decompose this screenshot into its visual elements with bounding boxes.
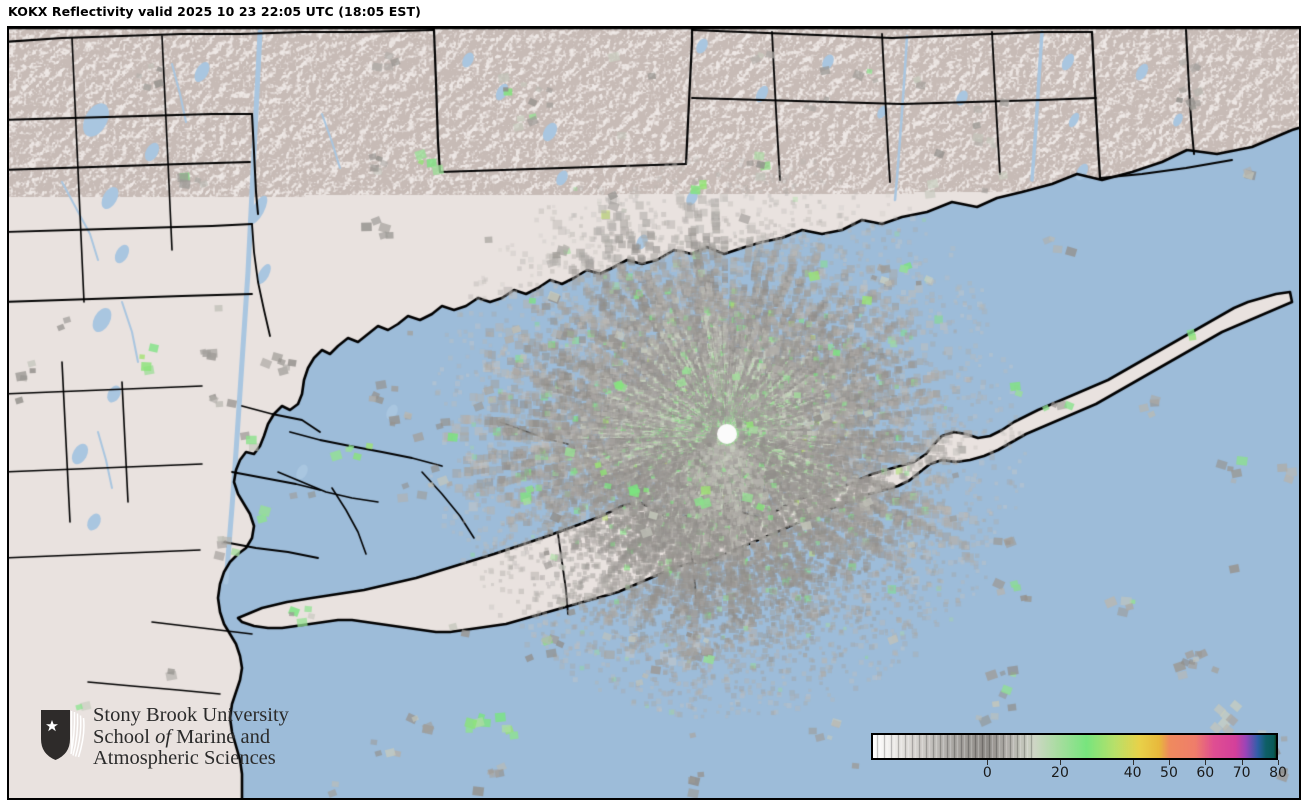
stony-brook-somas-logo: Stony Brook University School of Marine …	[40, 704, 310, 791]
radar-map-canvas[interactable]	[9, 28, 1299, 798]
title-bar: KOKX Reflectivity valid 2025 10 23 22:05…	[0, 0, 1316, 26]
page-title: KOKX Reflectivity valid 2025 10 23 22:05…	[8, 4, 421, 19]
logo-line-2-italic: of	[155, 725, 172, 748]
radar-map-frame[interactable]	[7, 26, 1301, 800]
logo-line-3: Atmospheric Sciences	[93, 747, 276, 770]
logo-line-1: Stony Brook University	[93, 704, 289, 726]
logo-line-2-pre: School	[93, 725, 156, 748]
logo-line-2-post: Marine and	[171, 725, 271, 748]
logo-line-2: School of Marine and	[93, 725, 289, 749]
reflectivity-colorbar	[871, 733, 1278, 760]
colorbar-gradient	[873, 735, 1276, 758]
shield-icon	[41, 710, 85, 760]
logo-text-block: Stony Brook University School of Marine …	[93, 704, 289, 770]
